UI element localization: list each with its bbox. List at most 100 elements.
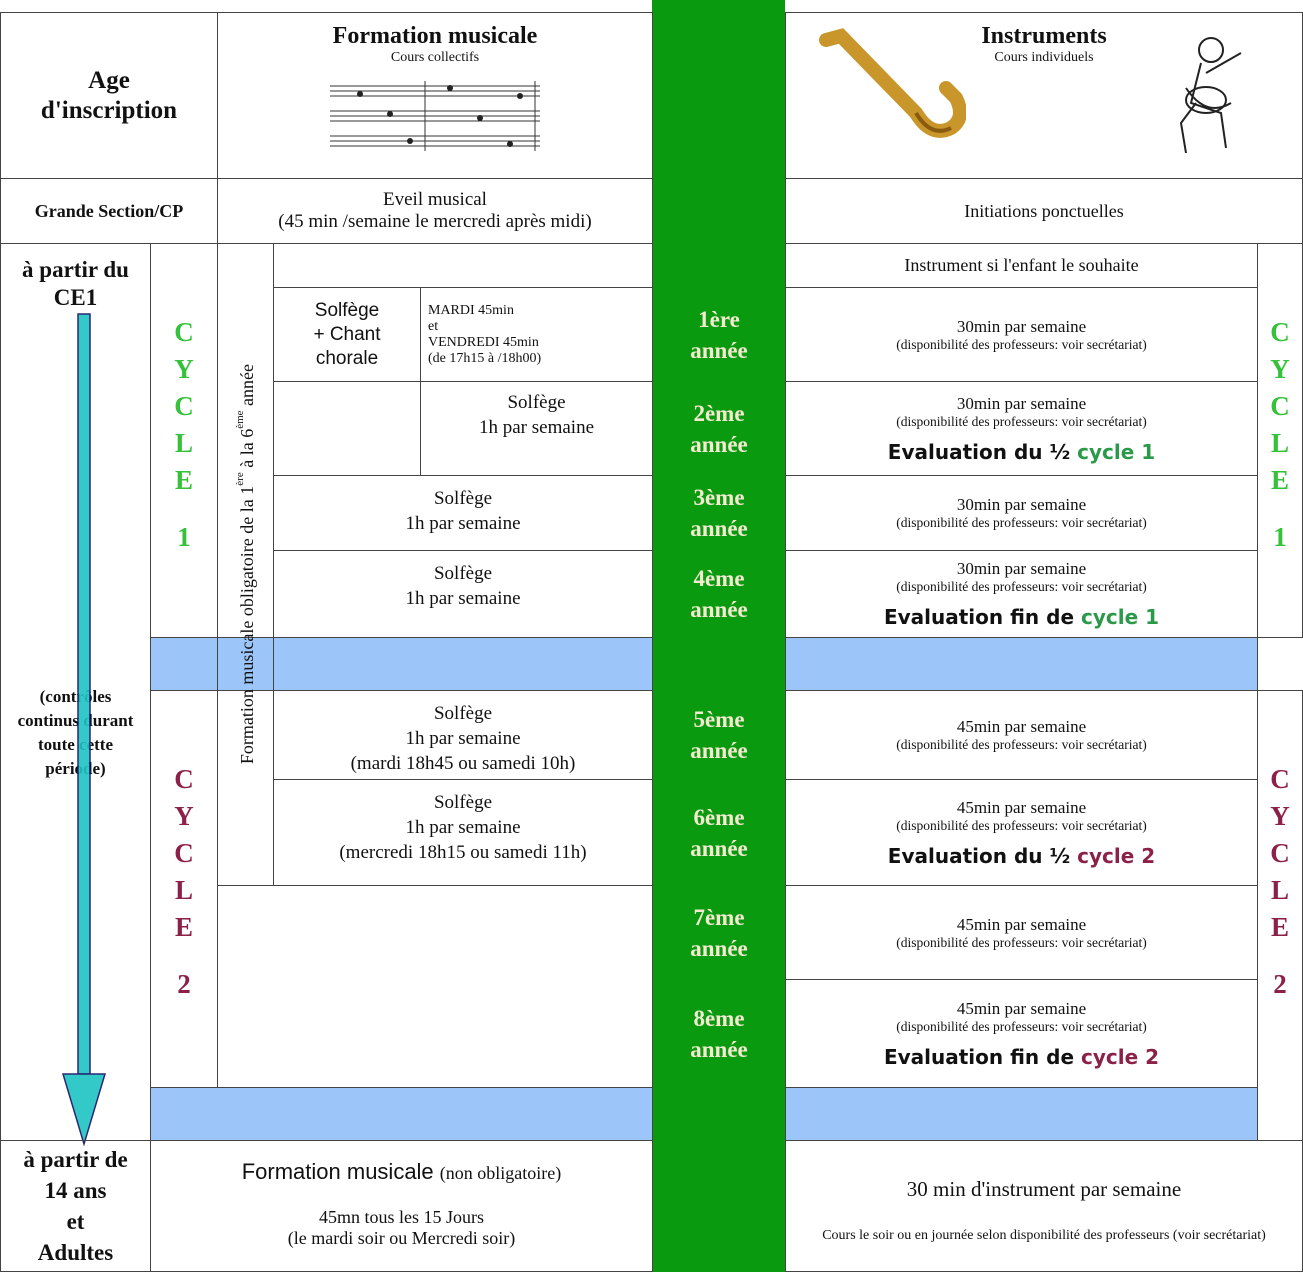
instrument-cell: 30min par semaine (disponibilité des prof…	[785, 287, 1258, 382]
year-text: 1ère	[698, 306, 740, 332]
blue-band	[150, 1087, 653, 1141]
year-text: année	[690, 516, 748, 541]
instrument-note: (disponibilité des professeurs: voir sec…	[896, 515, 1147, 530]
text: Initiations ponctuelles	[964, 200, 1124, 221]
instrument-text: 30min par semaine	[956, 316, 1087, 336]
line: Solfège	[314, 299, 380, 321]
instrument-note: (disponibilité des professeurs: voir sec…	[896, 336, 1147, 352]
year-label: 5ème année	[652, 690, 786, 780]
instrument-text: 45min par semaine	[956, 717, 1087, 736]
text: (le mardi soir ou Mercredi soir)	[287, 1228, 516, 1248]
instrument-note: (disponibilité des professeurs: voir sec…	[896, 413, 1147, 429]
year-text: 6ème	[693, 804, 745, 830]
line: 14 ans	[44, 1178, 107, 1203]
text: (45 min /semaine le mercredi après midi)	[278, 211, 592, 232]
guitarist-image	[1179, 37, 1242, 154]
line: MARDI 45min	[428, 302, 514, 318]
evaluation: Evaluation du ½ cycle 2	[888, 844, 1155, 868]
text: ème	[233, 410, 246, 430]
line: 1h par semaine	[405, 817, 521, 838]
line: à partir de	[23, 1147, 128, 1172]
sheet-music-image	[330, 81, 540, 151]
age-text: Grande Section/CP	[34, 200, 184, 221]
line: (mardi 18h45 ou samedi 10h)	[350, 753, 576, 774]
title: Formation musicale (non obligatoire)	[242, 1159, 562, 1185]
cycle-1-left: CYCLE 1	[150, 243, 218, 638]
line: Solfège	[433, 792, 493, 813]
evaluation-text: Evaluation du ½	[887, 843, 1071, 868]
line: et	[428, 318, 439, 334]
header-age-text: Age d'inscription	[40, 66, 178, 124]
instrument-text: 45min par semaine	[956, 998, 1087, 1018]
formation-cell: Solfège 1h par semaine	[273, 550, 653, 638]
line: Solfège	[507, 392, 566, 413]
formation-name: Solfège + Chant chorale	[273, 287, 421, 382]
year-text: 2ème	[693, 400, 745, 426]
year-text: année	[690, 738, 748, 763]
subtitle: Cours individuels	[994, 50, 1094, 65]
header-age: Age d'inscription	[0, 12, 218, 179]
cycle-number: 1	[177, 522, 191, 552]
formation-cell: Solfège 1h par semaine	[273, 475, 653, 551]
year-text: année	[690, 337, 748, 363]
note: (contrôles continus durant toute cette p…	[17, 687, 134, 778]
instrument-note: (disponibilité des professeurs: voir sec…	[896, 737, 1147, 752]
evaluation-cycle: cycle 2	[1077, 843, 1156, 868]
text: Cours le soir ou en journée selon dispon…	[822, 1227, 1266, 1243]
arrow	[61, 313, 107, 1147]
year-label: 4ème année	[652, 550, 786, 638]
instrument-cell: 45min par semaine (disponibilité des prof…	[785, 779, 1258, 886]
line: Solfège	[433, 703, 493, 724]
line: Adultes	[37, 1240, 114, 1265]
blue-band	[150, 637, 653, 691]
instrument-cell: 30min par semaine (disponibilité des prof…	[785, 550, 1258, 638]
instrument-cell: 30min par semaine (disponibilité des prof…	[785, 475, 1258, 551]
obligatoire-text: Formation musicale obligatoire de la 1èr…	[234, 364, 258, 764]
adults-age: à partir de 14 ans et Adultes	[0, 1140, 151, 1272]
year-text: année	[690, 1036, 748, 1062]
cycle-2-left: CYCLE 2	[150, 690, 218, 1088]
blue-band	[785, 1087, 1258, 1141]
evaluation-cycle: cycle 2	[1080, 1044, 1160, 1069]
instrument-cell: 45min par semaine (disponibilité des prof…	[785, 690, 1258, 780]
evaluation: Evaluation fin de cycle 2	[884, 1045, 1159, 1069]
text: Formation musicale	[241, 1159, 434, 1184]
year-text: année	[690, 597, 748, 622]
cycle-label: CYCLE	[174, 317, 194, 495]
ce1-age: à partir du CE1 (contrôles continus dura…	[0, 243, 151, 1141]
cycle-1-right: CYCLE 1	[1257, 243, 1303, 638]
line: 1h par semaine	[405, 513, 521, 534]
line: Solfège	[433, 563, 493, 584]
cycle-label: CYCLE	[1270, 317, 1290, 495]
empty-cell	[273, 381, 421, 476]
cycle-label: CYCLE	[174, 764, 194, 942]
year-text: 7ème	[693, 904, 745, 930]
text: (non obligatoire)	[439, 1163, 562, 1183]
evaluation-cycle: cycle 1	[1080, 605, 1160, 629]
evaluation-text: Evaluation fin de	[883, 1044, 1075, 1069]
instrument-text: 30min par semaine	[956, 495, 1087, 514]
year-text: 3ème	[693, 485, 745, 510]
line: (mercredi 18h15 ou samedi 11h)	[339, 842, 587, 863]
subtitle: Cours collectifs	[390, 50, 480, 65]
line: (de 17h15 à /18h00)	[428, 350, 542, 366]
line: VENDREDI 45min	[428, 334, 539, 350]
line: chorale	[315, 347, 379, 369]
text: Instrument si l'enfant le souhaite	[904, 255, 1139, 275]
evaluation-text: Evaluation du ½	[887, 439, 1071, 464]
formation-cell: Solfège 1h par semaine (mercredi 18h15 ou …	[273, 779, 653, 886]
cycle-number: 2	[177, 969, 191, 999]
eveil-instruments: Initiations ponctuelles	[785, 178, 1303, 244]
empty-cell	[273, 243, 653, 288]
instrument-text: 45min par semaine	[956, 797, 1087, 817]
text: 30 min d'instrument par semaine	[906, 1176, 1182, 1201]
obligatoire-cell: Formation musicale obligatoire de la 1èr…	[217, 243, 274, 886]
instrument-note: (disponibilité des professeurs: voir sec…	[896, 817, 1147, 833]
age-text: à partir du CE1	[22, 257, 129, 310]
age-text: à partir de 14 ans et Adultes	[23, 1144, 127, 1268]
line: 1h par semaine	[405, 588, 521, 609]
empty-cell	[217, 885, 653, 1088]
evaluation: Evaluation du ½ cycle 1	[888, 440, 1155, 464]
title: Formation musicale	[332, 23, 538, 49]
cycle-2-right: CYCLE 2	[1257, 690, 1303, 1141]
